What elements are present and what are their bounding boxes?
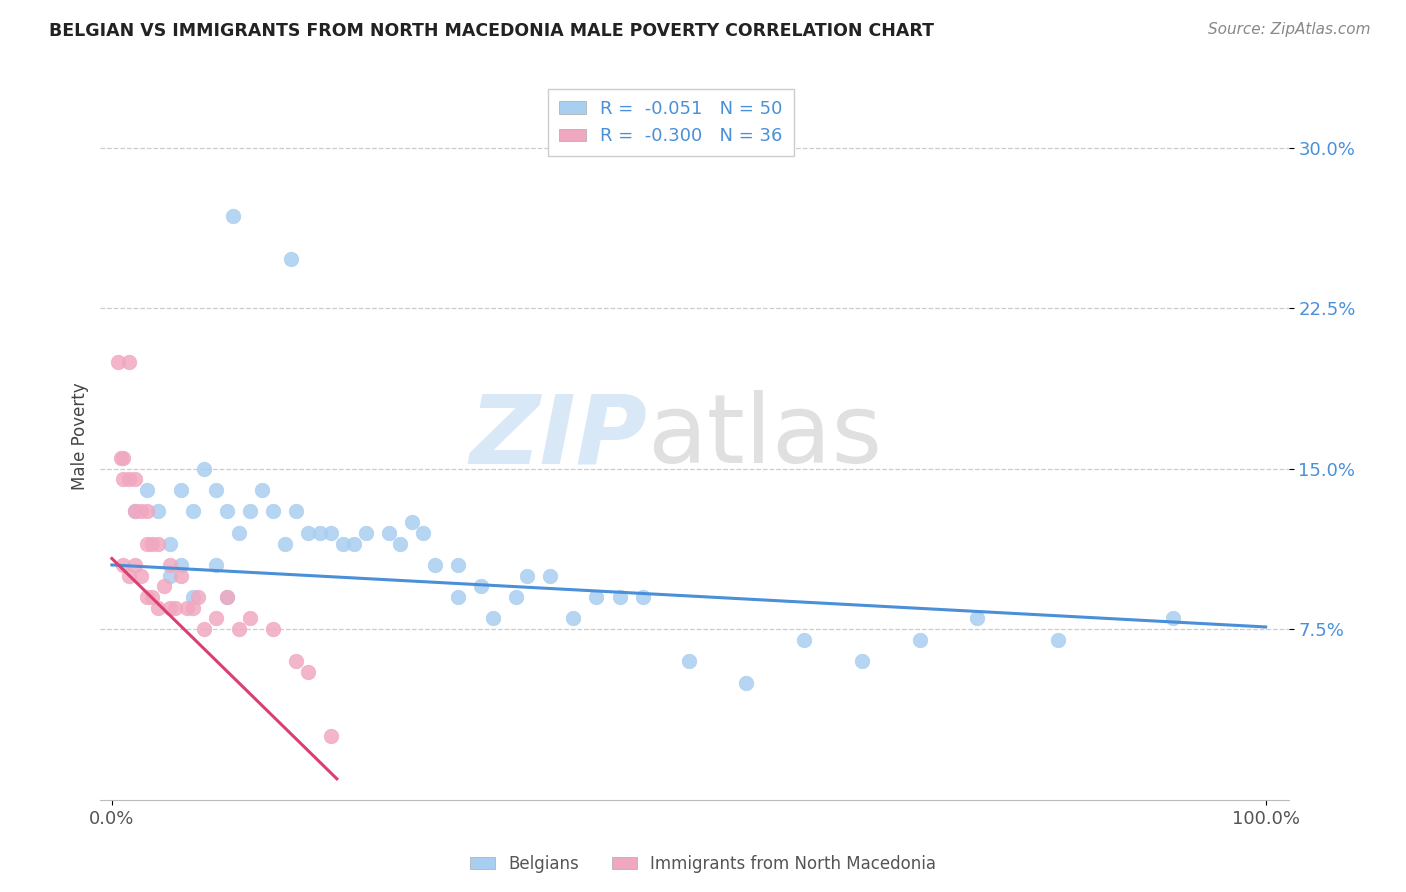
Point xyxy=(181,600,204,615)
Point xyxy=(319,729,342,743)
Point xyxy=(124,558,146,572)
Point xyxy=(118,355,141,369)
Point xyxy=(204,611,226,625)
Point xyxy=(609,590,631,604)
Point xyxy=(285,654,308,668)
Point xyxy=(447,558,470,572)
Point xyxy=(187,590,209,604)
Point xyxy=(343,536,366,550)
Point xyxy=(129,568,152,582)
Point xyxy=(274,536,297,550)
Point xyxy=(159,568,181,582)
Point xyxy=(107,355,129,369)
Point xyxy=(401,515,423,529)
Point xyxy=(141,536,163,550)
Point xyxy=(297,665,319,679)
Point xyxy=(159,558,181,572)
Point xyxy=(851,654,873,668)
Point xyxy=(176,600,198,615)
Point xyxy=(135,536,157,550)
Text: atlas: atlas xyxy=(647,390,882,483)
Point xyxy=(204,558,226,572)
Point xyxy=(297,525,319,540)
Point xyxy=(250,483,273,497)
Legend: R =  -0.051   N = 50, R =  -0.300   N = 36: R = -0.051 N = 50, R = -0.300 N = 36 xyxy=(548,89,793,156)
Point xyxy=(228,622,250,636)
Point xyxy=(181,504,204,518)
Point xyxy=(505,590,527,604)
Point xyxy=(423,558,446,572)
Point xyxy=(481,611,503,625)
Point xyxy=(280,252,302,266)
Point xyxy=(170,558,193,572)
Point xyxy=(112,472,135,486)
Point xyxy=(193,461,215,475)
Point xyxy=(354,525,377,540)
Point xyxy=(538,568,561,582)
Point xyxy=(170,483,193,497)
Point xyxy=(262,622,284,636)
Point xyxy=(793,632,815,647)
Point xyxy=(141,590,163,604)
Point xyxy=(146,600,169,615)
Point xyxy=(153,579,176,593)
Point xyxy=(966,611,988,625)
Point xyxy=(516,568,538,582)
Point xyxy=(112,450,135,465)
Text: Source: ZipAtlas.com: Source: ZipAtlas.com xyxy=(1208,22,1371,37)
Point xyxy=(193,622,215,636)
Point xyxy=(129,504,152,518)
Point xyxy=(135,483,157,497)
Point xyxy=(146,504,169,518)
Point xyxy=(181,590,204,604)
Point xyxy=(118,568,141,582)
Point xyxy=(262,504,284,518)
Point xyxy=(165,600,187,615)
Point xyxy=(228,525,250,540)
Point xyxy=(1046,632,1069,647)
Point xyxy=(110,450,132,465)
Point xyxy=(239,504,262,518)
Point xyxy=(378,525,401,540)
Point xyxy=(908,632,931,647)
Point xyxy=(112,558,135,572)
Point xyxy=(631,590,654,604)
Point xyxy=(124,504,146,518)
Point xyxy=(124,472,146,486)
Point xyxy=(170,568,193,582)
Point xyxy=(332,536,354,550)
Point xyxy=(204,483,226,497)
Point xyxy=(412,525,434,540)
Text: ZIP: ZIP xyxy=(470,390,647,483)
Point xyxy=(585,590,607,604)
Point xyxy=(239,611,262,625)
Point xyxy=(678,654,700,668)
Point xyxy=(562,611,585,625)
Point xyxy=(222,209,245,223)
Point xyxy=(389,536,412,550)
Point xyxy=(146,536,169,550)
Point xyxy=(135,504,157,518)
Point xyxy=(217,590,239,604)
Point xyxy=(217,590,239,604)
Point xyxy=(735,675,758,690)
Legend: Belgians, Immigrants from North Macedonia: Belgians, Immigrants from North Macedoni… xyxy=(463,848,943,880)
Point xyxy=(159,600,181,615)
Y-axis label: Male Poverty: Male Poverty xyxy=(72,383,89,491)
Point xyxy=(159,536,181,550)
Point xyxy=(308,525,330,540)
Point xyxy=(217,504,239,518)
Point xyxy=(118,472,141,486)
Point xyxy=(285,504,308,518)
Point xyxy=(1163,611,1185,625)
Point xyxy=(319,525,342,540)
Text: BELGIAN VS IMMIGRANTS FROM NORTH MACEDONIA MALE POVERTY CORRELATION CHART: BELGIAN VS IMMIGRANTS FROM NORTH MACEDON… xyxy=(49,22,934,40)
Point xyxy=(124,504,146,518)
Point xyxy=(470,579,492,593)
Point xyxy=(135,590,157,604)
Point xyxy=(447,590,470,604)
